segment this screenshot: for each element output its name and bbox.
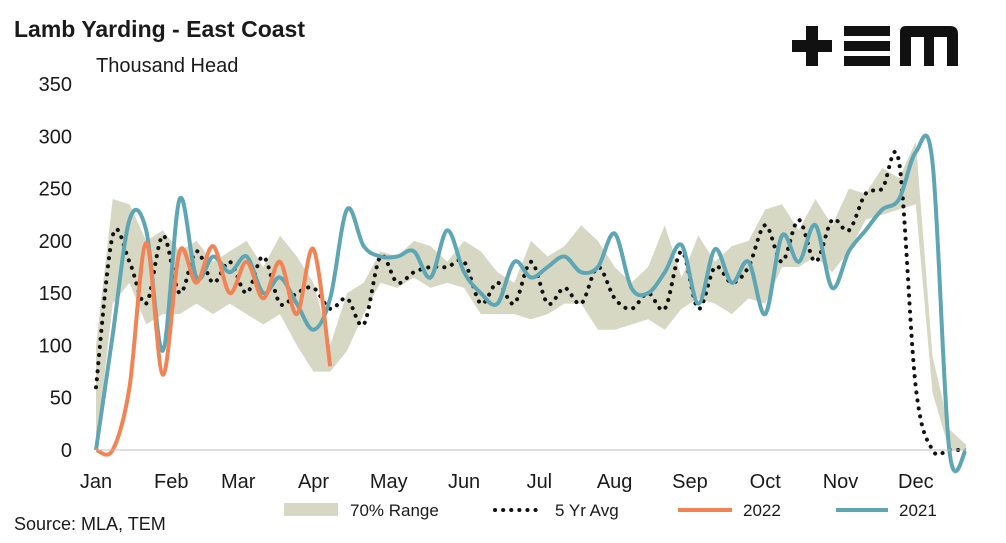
legend-label-2022: 2022 [743, 501, 781, 520]
tem-logo [792, 26, 958, 71]
y-tick-label: 0 [61, 440, 72, 462]
chart-title: Lamb Yarding - East Coast [14, 16, 305, 42]
x-tick-label: Apr [298, 471, 329, 493]
y-tick-label: 50 [50, 388, 72, 410]
tem-logo-graphic [792, 26, 958, 66]
range-area-70pct [96, 141, 966, 450]
x-axis: Jan Feb Mar Apr May Jun Jul Aug Sep Oct Nov Dec [80, 471, 934, 493]
source-note: Source: MLA, TEM [14, 514, 166, 534]
unit-label: Thousand Head [96, 55, 239, 77]
y-tick-label: 100 [39, 335, 72, 357]
x-tick-label: Nov [823, 471, 859, 493]
y-axis: 0 50 100 150 200 250 300 350 [39, 74, 72, 462]
x-tick-label: Mar [221, 471, 256, 493]
x-tick-label: Aug [597, 471, 633, 493]
x-tick-label: Sep [672, 471, 708, 493]
x-tick-label: Dec [898, 471, 934, 493]
x-tick-label: Oct [750, 471, 782, 493]
legend-label-2021: 2021 [899, 501, 937, 520]
y-tick-label: 200 [39, 231, 72, 253]
series-line-2022 [95, 240, 333, 457]
legend-label-avg: 5 Yr Avg [555, 501, 619, 520]
x-tick-label: Jan [80, 471, 112, 493]
y-tick-label: 350 [39, 74, 72, 96]
y-tick-label: 300 [39, 126, 72, 148]
x-tick-label: Jun [448, 471, 480, 493]
y-tick-label: 250 [39, 179, 72, 201]
x-tick-label: Jul [527, 471, 553, 493]
y-tick-label: 150 [39, 283, 72, 305]
legend-label-range: 70% Range [350, 501, 439, 520]
legend: 70% Range 5 Yr Avg 2022 2021 [284, 501, 937, 520]
x-tick-label: May [370, 471, 408, 493]
x-tick-label: Feb [154, 471, 188, 493]
five-year-avg-line [94, 149, 968, 457]
legend-swatch-range [284, 503, 338, 516]
